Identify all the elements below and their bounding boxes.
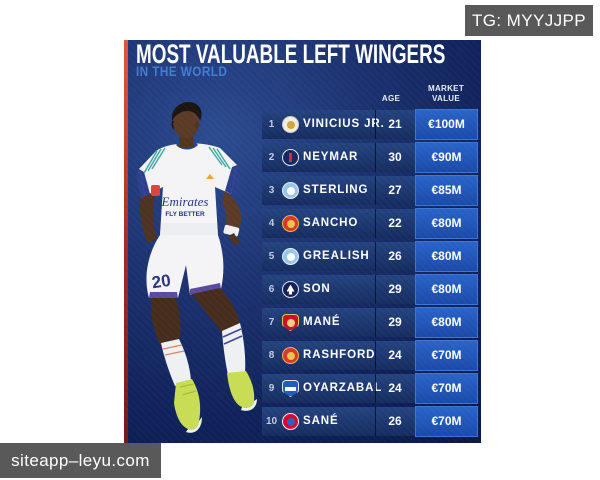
market-value-badge: €85M xyxy=(415,175,478,206)
market-value-badge: €80M xyxy=(415,307,478,338)
club-crest-tottenham-icon xyxy=(282,281,299,298)
market-value-badge: €70M xyxy=(415,373,478,404)
player-photo: Emirates FLY BETTER 20 xyxy=(136,101,257,433)
red-accent-stripe xyxy=(124,40,128,443)
table-row: 8 RASHFORD 24 €70M xyxy=(262,340,478,371)
jersey-sponsor-subtext: FLY BETTER xyxy=(165,211,205,218)
market-value-badge: €80M xyxy=(415,274,478,305)
club-crest-emblem xyxy=(285,386,296,391)
rank-label: 6 xyxy=(268,284,275,295)
column-divider xyxy=(375,242,376,271)
rank-label: 7 xyxy=(268,317,275,328)
rank-label: 9 xyxy=(268,383,275,394)
age-value: 29 xyxy=(388,282,402,296)
column-header-market: MARKET xyxy=(427,84,465,93)
player-name: GREALISH xyxy=(303,250,370,262)
age-value: 24 xyxy=(388,348,402,362)
age-value: 29 xyxy=(388,315,402,329)
market-value-badge: €80M xyxy=(415,208,478,239)
player-name: SANÉ xyxy=(303,415,339,427)
club-crest-bayern-icon xyxy=(282,413,299,430)
market-value-badge: €70M xyxy=(415,340,478,371)
column-divider xyxy=(375,176,376,205)
age-value: 26 xyxy=(388,249,402,263)
column-divider xyxy=(375,110,376,139)
club-crest-emblem xyxy=(286,318,295,327)
table-row: 10 SANÉ 26 €70M xyxy=(262,406,478,437)
age-value: 24 xyxy=(388,381,402,395)
club-crest-emblem xyxy=(286,351,295,360)
tg-watermark-label: TG: MYYJJPP xyxy=(472,10,586,30)
column-divider xyxy=(375,308,376,337)
club-crest-psg-icon xyxy=(282,149,299,166)
player-name: STERLING xyxy=(303,184,369,196)
age-value: 27 xyxy=(388,183,402,197)
club-crest-manchester-united-icon xyxy=(282,215,299,232)
club-crest-emblem xyxy=(286,284,295,295)
column-divider xyxy=(375,341,376,370)
column-header-value: VALUE xyxy=(431,94,461,103)
age-value: 26 xyxy=(388,414,402,428)
market-value-badge: €80M xyxy=(415,241,478,272)
site-watermark-label: siteapp–leyu.com xyxy=(11,450,150,470)
table-row: 3 STERLING 27 €85M xyxy=(262,175,478,206)
player-name: OYARZABAL xyxy=(303,382,383,394)
shorts-number: 20 xyxy=(151,271,172,292)
column-divider xyxy=(375,275,376,304)
rank-label: 1 xyxy=(268,119,275,130)
column-header-market-value: MARKET VALUE xyxy=(416,84,476,104)
age-value: 30 xyxy=(388,150,402,164)
club-crest-emblem xyxy=(286,252,295,261)
table-row: 2 NEYMAR 30 €90M xyxy=(262,142,478,173)
club-crest-liverpool-icon xyxy=(282,314,299,331)
club-crest-emblem xyxy=(286,417,295,426)
jersey-sponsor-text: Emirates xyxy=(161,194,209,209)
table-row: 5 GREALISH 26 €80M xyxy=(262,241,478,272)
market-value-badge: €70M xyxy=(415,406,478,437)
club-crest-real-sociedad-icon xyxy=(282,380,299,397)
club-crest-manchester-united-icon xyxy=(282,347,299,364)
player-name: SON xyxy=(303,283,331,295)
age-value: 21 xyxy=(388,117,402,131)
market-value-badge: €100M xyxy=(415,109,478,140)
rank-label: 10 xyxy=(265,416,278,427)
site-watermark-badge: siteapp–leyu.com xyxy=(0,443,161,478)
club-crest-emblem xyxy=(286,219,295,228)
column-divider xyxy=(375,143,376,172)
player-name: VINICIUS JR. xyxy=(303,118,385,130)
tg-watermark-badge: TG: MYYJJPP xyxy=(465,5,593,36)
rank-label: 2 xyxy=(268,152,275,163)
club-crest-manchester-city-icon xyxy=(282,248,299,265)
page-title: MOST VALUABLE LEFT WINGERS xyxy=(136,40,446,69)
column-header-age: AGE xyxy=(381,94,401,103)
rank-label: 5 xyxy=(268,251,275,262)
club-crest-emblem xyxy=(286,186,295,195)
infographic-card: MOST VALUABLE LEFT WINGERS IN THE WORLD … xyxy=(124,40,481,443)
club-crest-manchester-city-icon xyxy=(282,182,299,199)
table-row: 1 VINICIUS JR. 21 €100M xyxy=(262,109,478,140)
club-crest-real-madrid-icon xyxy=(282,116,299,133)
club-crest-emblem xyxy=(286,120,295,129)
table-row: 4 SANCHO 22 €80M xyxy=(262,208,478,239)
club-crest-emblem xyxy=(289,153,292,162)
table-row: 9 OYARZABAL 24 €70M xyxy=(262,373,478,404)
table-row: 6 SON 29 €80M xyxy=(262,274,478,305)
age-value: 22 xyxy=(388,216,402,230)
rank-label: 3 xyxy=(268,185,275,196)
rank-label: 8 xyxy=(268,350,275,361)
player-name: RASHFORD xyxy=(303,349,376,361)
player-name: SANCHO xyxy=(303,217,359,229)
column-divider xyxy=(375,407,376,436)
player-name: NEYMAR xyxy=(303,151,359,163)
table-row: 7 MANÉ 29 €80M xyxy=(262,307,478,338)
rank-label: 4 xyxy=(268,218,275,229)
page-subtitle: IN THE WORLD xyxy=(136,63,228,79)
column-divider xyxy=(375,374,376,403)
column-divider xyxy=(375,209,376,238)
market-value-badge: €90M xyxy=(415,142,478,173)
player-name: MANÉ xyxy=(303,316,341,328)
